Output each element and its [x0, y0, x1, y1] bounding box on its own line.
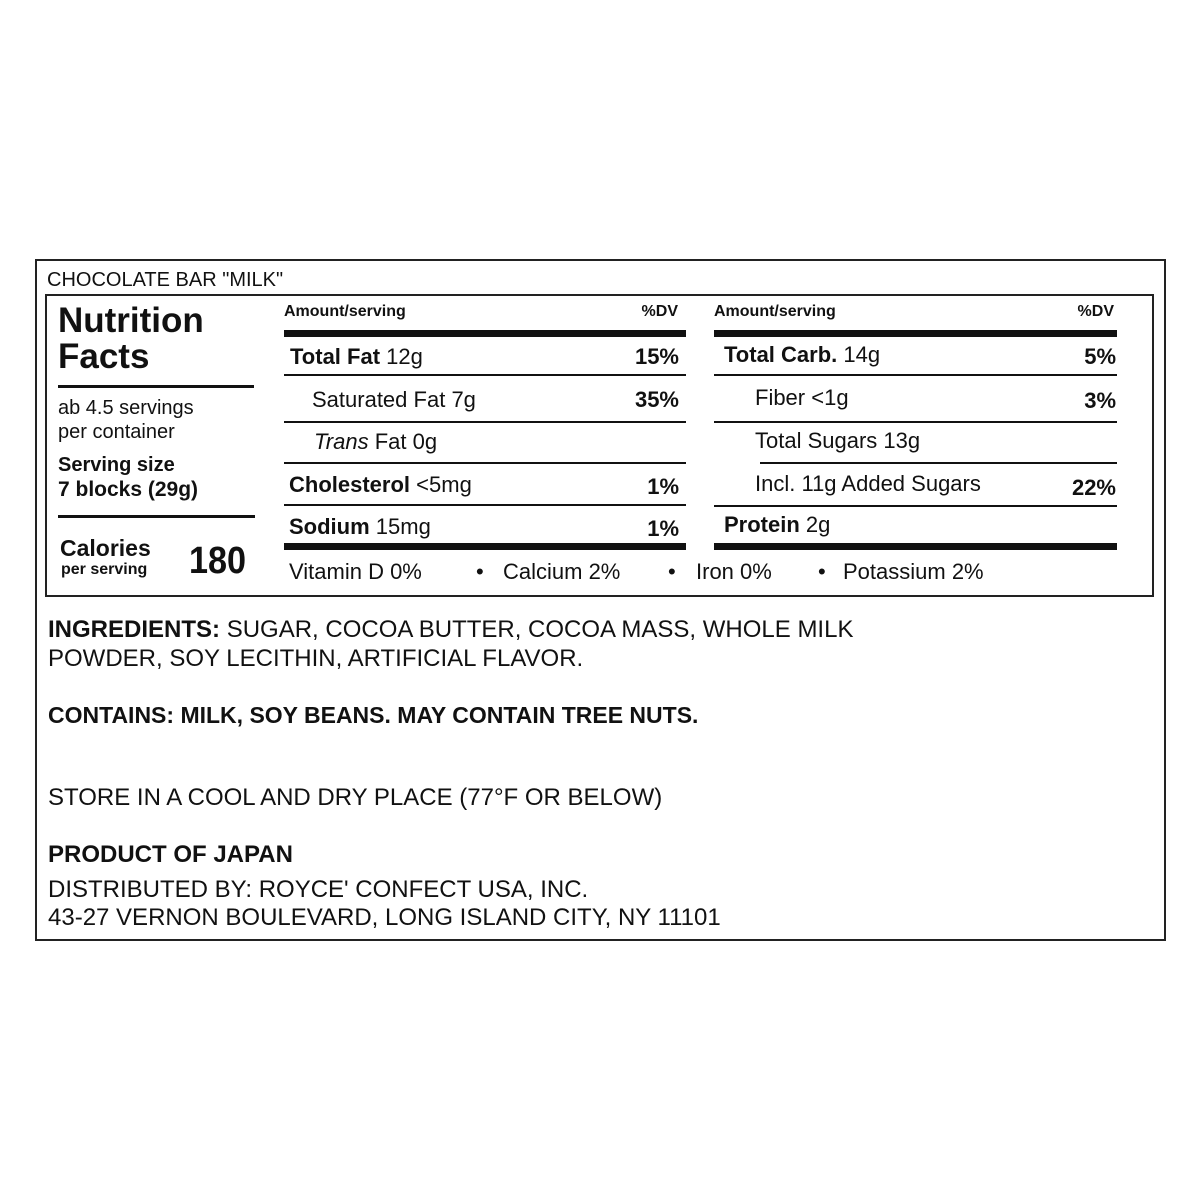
nutrient-amount: 15mg [375, 514, 431, 539]
right-header-amount: Amount/serving [714, 303, 836, 320]
thick-rule [284, 330, 686, 337]
nutrient-name: Total Carb. [724, 342, 838, 367]
nutrient-dv: 1% [647, 474, 679, 499]
servings-per-container: ab 4.5 servings [58, 397, 194, 419]
thick-rule [714, 543, 1117, 550]
ingredients-text: SUGAR, COCOA BUTTER, COCOA MASS, WHOLE M… [226, 616, 854, 643]
left-header-dv: %DV [641, 303, 678, 320]
nutrient-amount: <1g [811, 385, 849, 410]
nutrient-row-protein: Protein 2g [724, 514, 830, 536]
nutrient-row-sodium: Sodium 15mg [289, 516, 431, 538]
nutrient-name: Saturated Fat [312, 387, 446, 412]
serving-size-label: Serving size [58, 454, 175, 476]
country-of-origin: PRODUCT OF JAPAN [48, 841, 293, 868]
nutrient-row-added-sugars: Incl. 11g Added Sugars [755, 471, 981, 496]
nutrient-dv: 35% [634, 387, 679, 412]
iron: Iron 0% [696, 559, 772, 584]
nutrient-dv: 3% [1084, 388, 1116, 413]
calories-sub: per serving [61, 561, 148, 578]
ingredients-line2: POWDER, SOY LECITHIN, ARTIFICIAL FLAVOR. [48, 645, 584, 672]
right-header-dv: %DV [1077, 303, 1114, 320]
nutrient-dv: 15% [634, 344, 679, 369]
serving-size-value: 7 blocks (29g) [58, 478, 199, 501]
nutrient-dv: 5% [1084, 344, 1116, 369]
bullet-separator: • [818, 559, 826, 584]
nutrient-dv: 22% [1071, 475, 1116, 500]
nutrition-heading: Nutrition [58, 301, 204, 340]
row-rule [714, 505, 1117, 507]
row-rule [714, 374, 1117, 376]
nutrient-amount: Fat 0g [374, 429, 438, 454]
row-rule [760, 462, 1117, 464]
label-outer-border [35, 259, 1166, 941]
nutrient-name: Total Fat [290, 344, 381, 369]
left-header-amount: Amount/serving [284, 303, 406, 320]
nutrient-row-total-carb: Total Carb. 14g [724, 344, 880, 366]
nutrient-name: Fiber [755, 385, 806, 410]
nutrient-row-cholesterol: Cholesterol <5mg [289, 474, 472, 496]
divider [58, 515, 255, 518]
nutrient-row-trans-fat: Trans Fat 0g [314, 431, 437, 453]
distributor-address: 43-27 VERNON BOULEVARD, LONG ISLAND CITY… [48, 904, 721, 931]
allergen-statement: CONTAINS: MILK, SOY BEANS. MAY CONTAIN T… [48, 702, 699, 728]
nutrient-amount: 2g [805, 512, 831, 537]
bullet-separator: • [668, 559, 676, 584]
nutrient-amount: 13g [883, 428, 921, 453]
ingredients-line1: INGREDIENTS: SUGAR, COCOA BUTTER, COCOA … [48, 618, 853, 642]
nutrient-amount: 12g [386, 344, 423, 369]
vitamin-d: Vitamin D 0% [289, 559, 422, 584]
nutrient-amount: <5mg [416, 472, 472, 497]
nutrient-amount: 14g [843, 342, 881, 367]
servings-per-container-2: per container [58, 421, 175, 443]
ingredients-label: INGREDIENTS: [48, 616, 221, 643]
nutrient-name: Trans [314, 429, 369, 454]
nutrient-name: Total Sugars [755, 428, 878, 453]
nutrient-dv: 1% [647, 516, 679, 541]
row-rule [284, 504, 686, 506]
row-rule [284, 462, 686, 464]
bullet-separator: • [476, 559, 484, 584]
storage-instructions: STORE IN A COOL AND DRY PLACE (77°F OR B… [48, 784, 663, 811]
nutrient-name: Sodium [289, 514, 370, 539]
row-rule [284, 374, 686, 376]
nutrient-row-total-sugars: Total Sugars 13g [755, 430, 920, 452]
calcium: Calcium 2% [503, 559, 621, 584]
facts-heading: Facts [58, 337, 150, 376]
nutrient-row-saturated-fat: Saturated Fat 7g [312, 389, 476, 411]
nutrient-row-total-fat: Total Fat 12g [290, 346, 423, 368]
nutrition-facts-panel [45, 294, 1154, 597]
potassium: Potassium 2% [843, 559, 984, 584]
calories-label: Calories [60, 535, 151, 561]
row-rule [284, 421, 686, 423]
calories-value: 180 [189, 540, 247, 582]
row-rule [714, 421, 1117, 423]
nutrient-amount: 7g [451, 387, 476, 412]
product-title: CHOCOLATE BAR "MILK" [47, 269, 284, 291]
nutrient-row-fiber: Fiber <1g [755, 387, 849, 409]
thick-rule [714, 330, 1117, 337]
divider [58, 385, 254, 388]
nutrient-name: Cholesterol [289, 472, 411, 497]
nutrient-name: Protein [724, 512, 800, 537]
thick-rule [284, 543, 686, 550]
distributor: DISTRIBUTED BY: ROYCE' CONFECT USA, INC. [48, 876, 589, 903]
